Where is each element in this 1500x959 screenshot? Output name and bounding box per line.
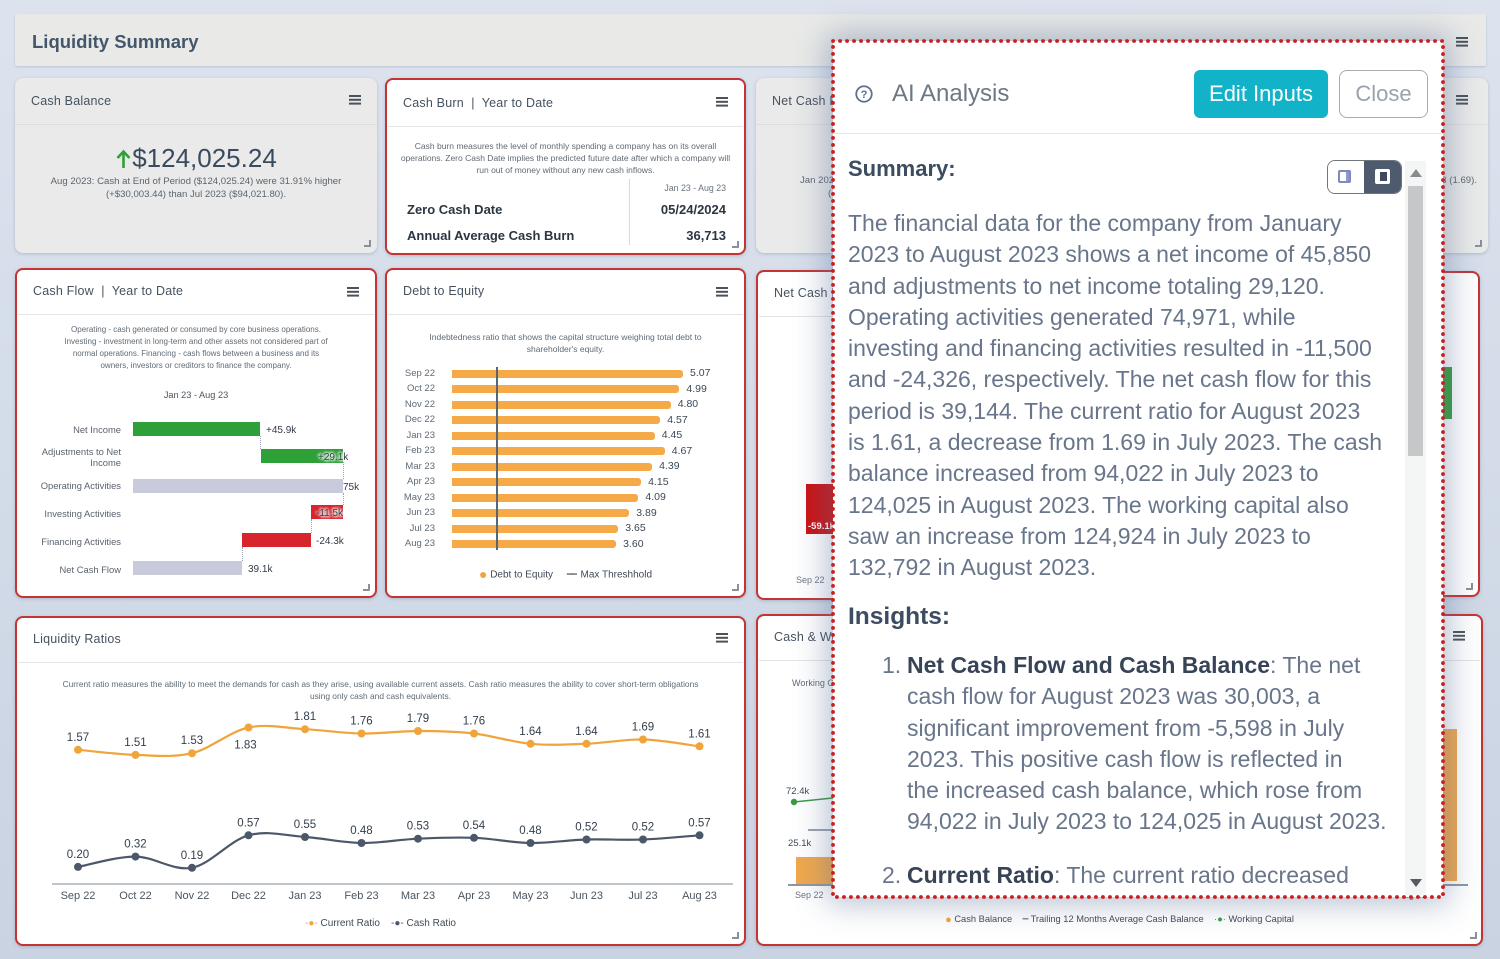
svg-text:1.79: 1.79 xyxy=(407,713,429,725)
svg-text:Jul 23: Jul 23 xyxy=(628,890,657,902)
svg-text:May 23: May 23 xyxy=(512,890,548,902)
svg-text:0.57: 0.57 xyxy=(688,817,710,829)
svg-text:0.48: 0.48 xyxy=(519,825,541,837)
svg-text:0.20: 0.20 xyxy=(67,849,89,861)
svg-text:Apr 23: Apr 23 xyxy=(458,890,490,902)
svg-text:1.51: 1.51 xyxy=(124,737,146,749)
svg-text:1.76: 1.76 xyxy=(463,716,485,728)
svg-text:Jun 23: Jun 23 xyxy=(570,890,603,902)
svg-text:1.81: 1.81 xyxy=(294,711,316,723)
svg-text:Jan 23: Jan 23 xyxy=(288,890,321,902)
svg-text:1.76: 1.76 xyxy=(350,716,372,728)
svg-text:0.19: 0.19 xyxy=(181,850,203,862)
svg-text:Sep 22: Sep 22 xyxy=(61,890,96,902)
svg-text:0.48: 0.48 xyxy=(350,825,372,837)
svg-text:1.64: 1.64 xyxy=(519,726,542,738)
svg-text:0.54: 0.54 xyxy=(463,820,486,832)
svg-text:Dec 22: Dec 22 xyxy=(231,890,266,902)
svg-text:Oct 22: Oct 22 xyxy=(119,890,151,902)
svg-text:?: ? xyxy=(861,89,868,101)
svg-text:Mar 23: Mar 23 xyxy=(401,890,435,902)
svg-text:1.64: 1.64 xyxy=(575,726,598,738)
svg-text:Feb 23: Feb 23 xyxy=(344,890,378,902)
svg-text:0.52: 0.52 xyxy=(632,822,654,834)
svg-text:1.53: 1.53 xyxy=(181,735,203,747)
svg-text:1.83: 1.83 xyxy=(234,740,256,752)
svg-text:1.69: 1.69 xyxy=(632,722,654,734)
svg-text:0.57: 0.57 xyxy=(237,817,259,829)
svg-text:1.61: 1.61 xyxy=(688,728,710,740)
svg-text:1.57: 1.57 xyxy=(67,732,89,744)
svg-text:0.52: 0.52 xyxy=(575,822,597,834)
svg-text:0.32: 0.32 xyxy=(124,839,146,851)
svg-text:0.53: 0.53 xyxy=(407,821,429,833)
svg-text:Nov 22: Nov 22 xyxy=(175,890,210,902)
svg-text:Aug 23: Aug 23 xyxy=(682,890,717,902)
svg-text:0.55: 0.55 xyxy=(294,819,316,831)
